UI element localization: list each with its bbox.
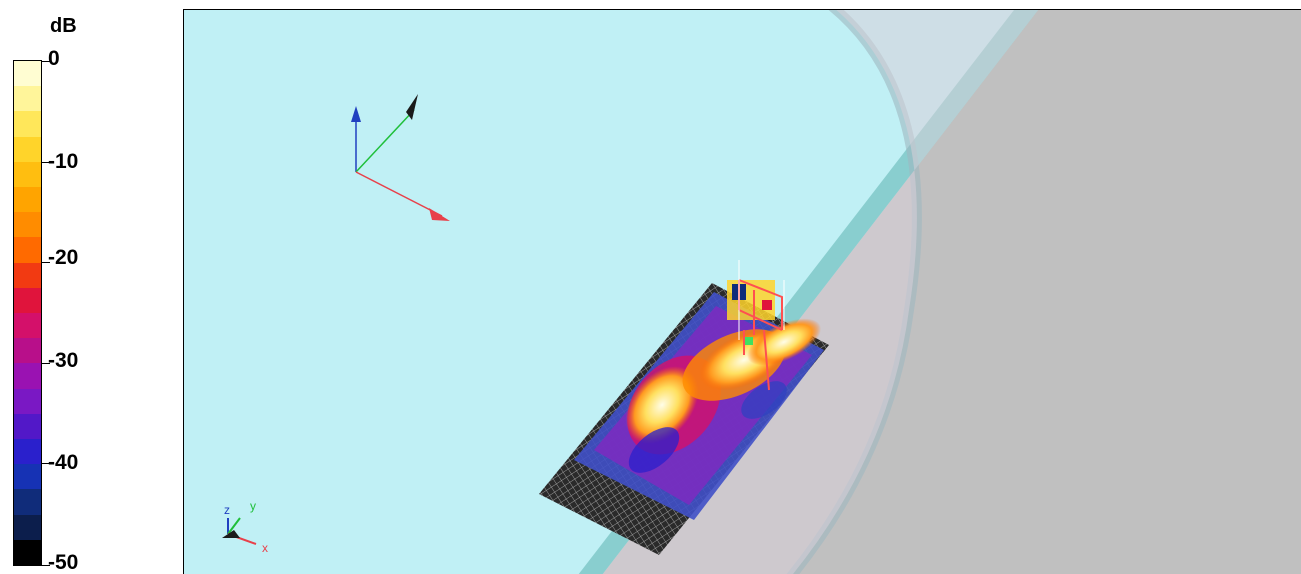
colorbar-segment [14, 439, 41, 466]
colorbar-legend: dB 0 -10 -20 -30 -40 -50 [0, 0, 183, 574]
colorbar-tick-4 [42, 463, 50, 464]
field-distribution [574, 292, 824, 520]
colorbar-label-2: -20 [48, 246, 79, 269]
mini-axis-z-label: z [224, 503, 230, 517]
colorbar-label-0: 0 [48, 47, 60, 70]
colorbar-segment [14, 136, 41, 163]
colorbar-segment [14, 61, 41, 88]
colorbar-tick-3 [42, 363, 50, 364]
colorbar-segment [14, 111, 41, 138]
colorbar-segment [14, 363, 41, 390]
colorbar-tick-1 [42, 162, 50, 163]
axis-indicator-mini: z y x [222, 499, 268, 555]
colorbar-segment [14, 489, 41, 516]
mini-axis-y-label: y [250, 499, 256, 513]
colorbar-segment [14, 514, 41, 541]
colorbar-segment [14, 313, 41, 340]
colorbar-label-3: -30 [48, 349, 79, 372]
colorbar-label-1: -10 [48, 150, 79, 173]
colorbar-tick-2 [42, 262, 50, 263]
coordinate-triad [351, 94, 450, 221]
colorbar-segment [14, 464, 41, 491]
colorbar-segment [14, 212, 41, 239]
colorbar-segment [14, 161, 41, 188]
antenna-structure [727, 260, 785, 391]
colorbar-scale [13, 60, 42, 566]
colorbar-unit-label: dB [50, 15, 77, 37]
colorbar-segment [14, 539, 41, 566]
sphere-shading [602, 10, 1038, 574]
colorbar-segment [14, 86, 41, 113]
field-plot-scene: z y x [184, 10, 1301, 574]
colorbar-label-4: -40 [48, 451, 79, 474]
3d-viewport[interactable]: z y x [183, 9, 1301, 574]
colorbar-segment [14, 413, 41, 440]
colorbar-segment [14, 388, 41, 415]
colorbar-tick-0 [42, 61, 50, 62]
colorbar-segment [14, 287, 41, 314]
mini-axis-x-label: x [262, 541, 268, 555]
colorbar-segment [14, 262, 41, 289]
colorbar-tick-5 [42, 565, 50, 566]
colorbar-segment [14, 237, 41, 264]
colorbar-segment [14, 187, 41, 214]
colorbar-label-5: -50 [48, 551, 79, 574]
colorbar-segment [14, 338, 41, 365]
